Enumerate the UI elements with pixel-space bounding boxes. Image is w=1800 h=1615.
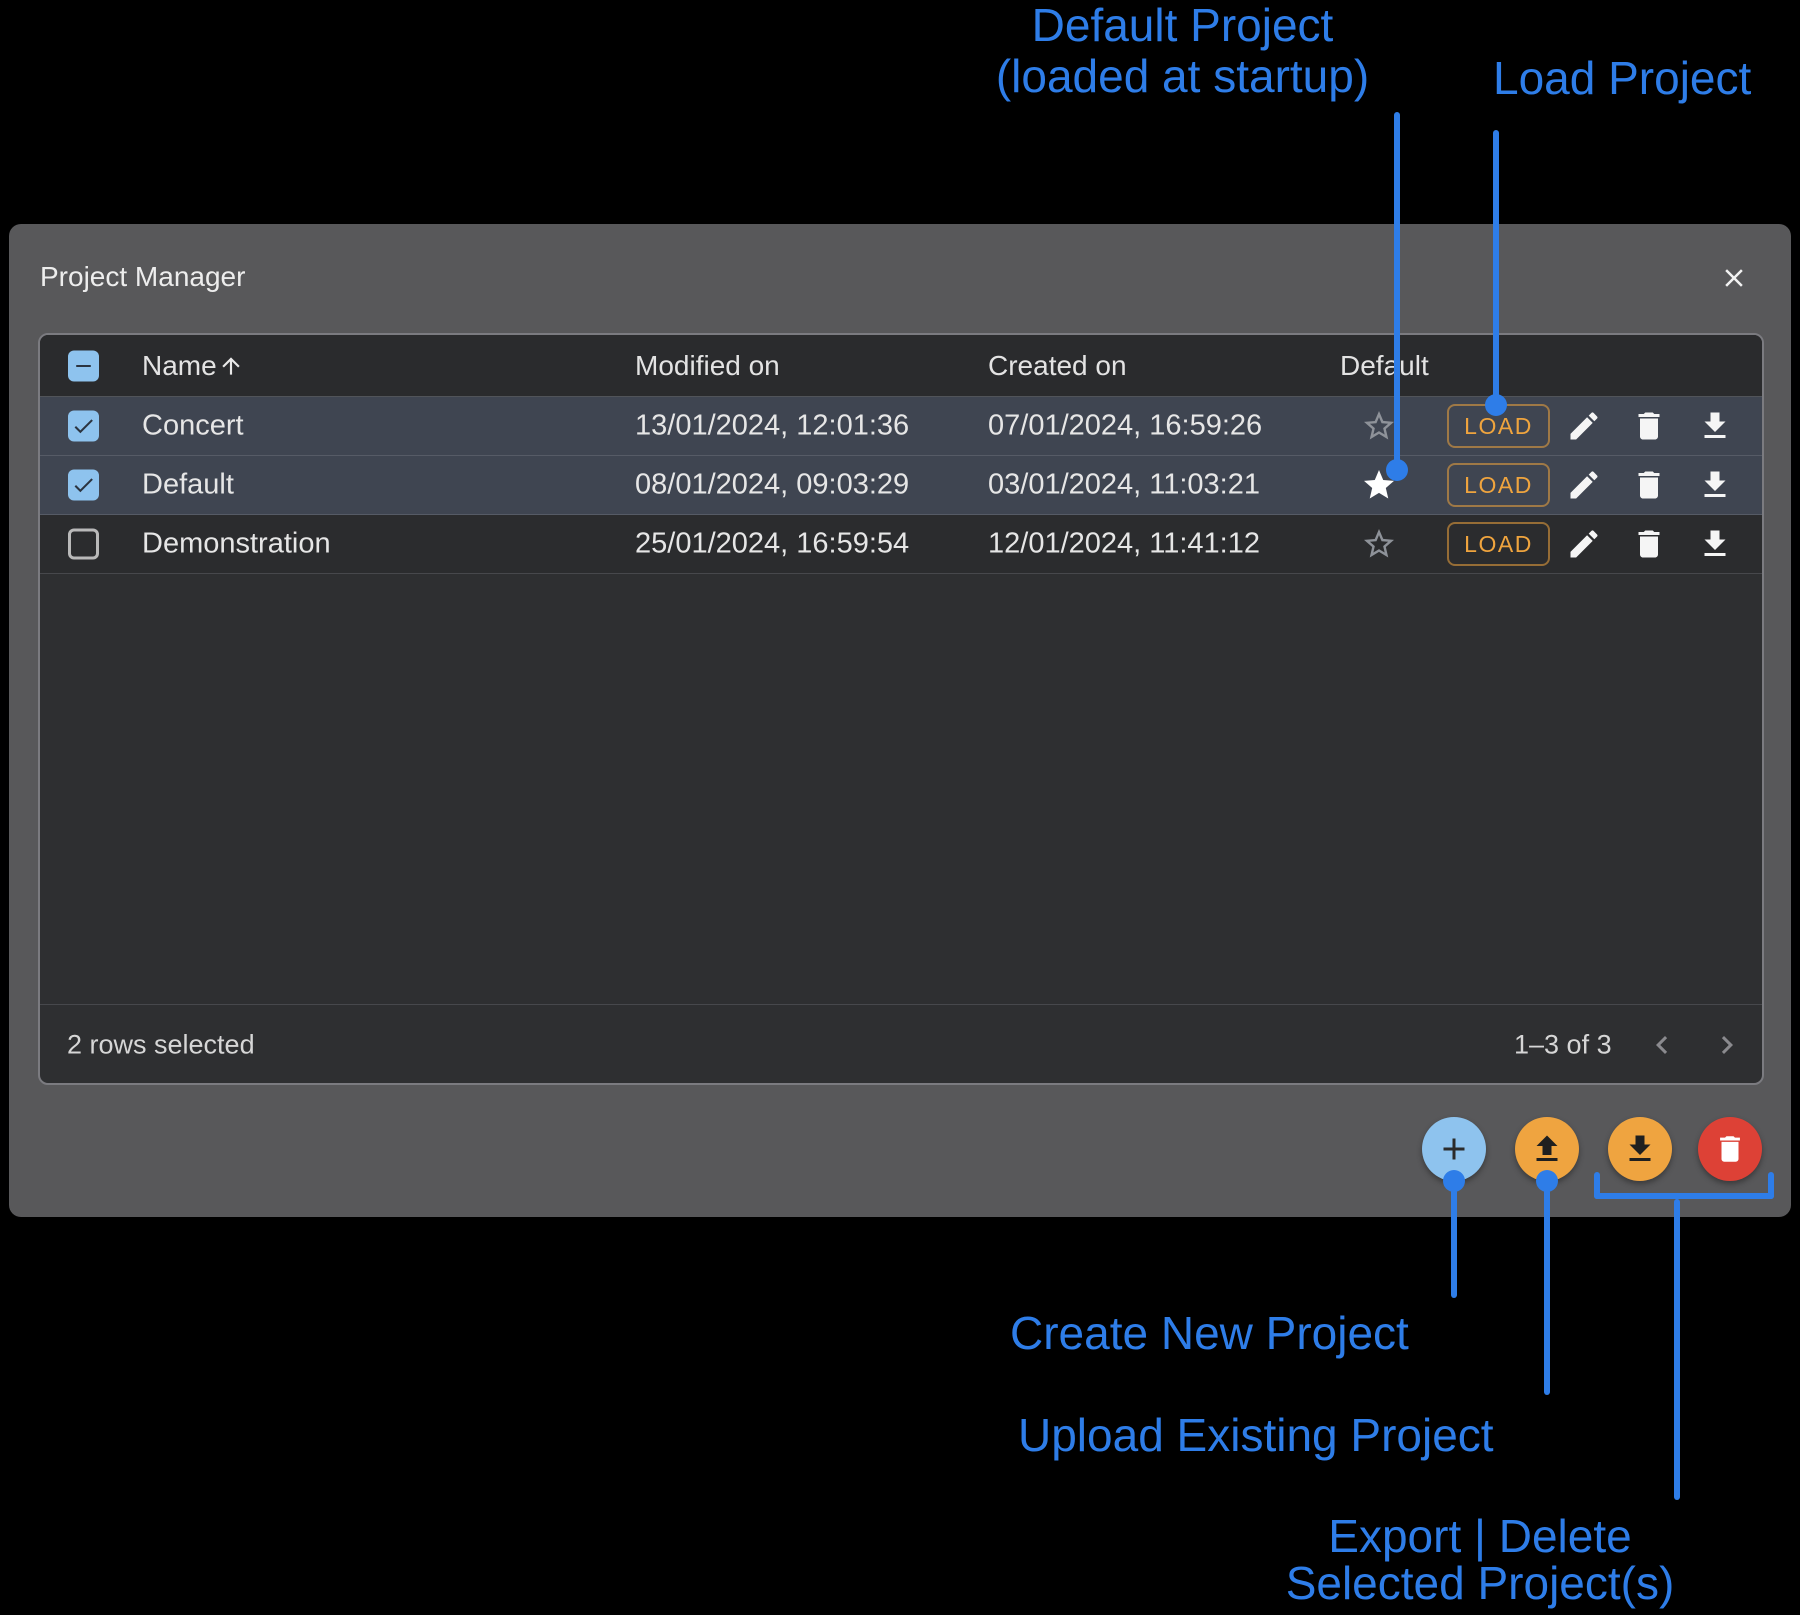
export-projects-button[interactable] [1608, 1117, 1672, 1181]
connector-default-project-dot [1386, 459, 1408, 481]
created-date: 07/01/2024, 16:59:26 [988, 409, 1263, 442]
trash-icon [1720, 1136, 1740, 1162]
created-date: 12/01/2024, 11:41:12 [988, 527, 1260, 560]
trash-icon[interactable] [1631, 526, 1667, 562]
close-button[interactable] [1712, 256, 1756, 300]
annotation-default-project-line2: (loaded at startup) [995, 50, 1370, 102]
chevron-left-icon[interactable] [1644, 1027, 1680, 1063]
connector-default-project-line [1394, 112, 1400, 464]
modified-date: 25/01/2024, 16:59:54 [635, 527, 910, 560]
connector-load-project-line [1493, 130, 1499, 400]
close-icon [1725, 269, 1743, 287]
annotation-export-delete-line2: Selected Project(s) [1285, 1557, 1675, 1609]
edit-pencil-icon[interactable] [1566, 408, 1602, 444]
bracket-left-stub [1594, 1172, 1600, 1199]
annotation-upload-existing-project: Upload Existing Project [1018, 1409, 1494, 1461]
created-date: 03/01/2024, 11:03:21 [988, 468, 1260, 501]
load-button[interactable]: LOAD [1447, 522, 1550, 566]
checkbox-checked-icon [74, 478, 93, 493]
annotation-export-delete-line1: Export | Delete [1328, 1510, 1632, 1562]
delete-projects-button[interactable] [1698, 1117, 1762, 1181]
download-icon [1629, 1135, 1651, 1161]
download-icon[interactable] [1697, 526, 1733, 562]
row-checkbox-checked[interactable] [68, 469, 99, 501]
table-row-concert[interactable]: Concert 13/01/2024, 12:01:36 07/01/2024,… [40, 397, 1762, 456]
bracket-bar [1594, 1193, 1774, 1199]
plus-icon [1443, 1138, 1465, 1160]
star-outline-icon[interactable] [1361, 408, 1397, 444]
footer-divider [40, 1004, 1762, 1005]
download-icon[interactable] [1697, 467, 1733, 503]
dialog-title: Project Manager [40, 261, 246, 292]
checkbox-checked-icon [74, 419, 93, 434]
star-outline-icon[interactable] [1361, 526, 1397, 562]
edit-pencil-icon[interactable] [1566, 526, 1602, 562]
load-button[interactable]: LOAD [1447, 463, 1550, 507]
annotation-create-new-project: Create New Project [1010, 1307, 1409, 1359]
connector-create-line [1451, 1181, 1457, 1298]
annotation-export-delete: Export | Delete Selected Project(s) [1240, 1513, 1720, 1607]
rows-selected-status: 2 rows selected [67, 1029, 255, 1060]
connector-upload-line [1544, 1181, 1550, 1395]
load-button[interactable]: LOAD [1447, 404, 1550, 448]
table-row-demonstration[interactable]: Demonstration 25/01/2024, 16:59:54 12/01… [40, 515, 1762, 574]
annotation-default-project-line1: Default Project [1031, 0, 1334, 51]
project-name: Default [142, 468, 234, 501]
column-header-created[interactable]: Created on [988, 349, 1127, 381]
project-name: Concert [142, 409, 244, 442]
trash-icon[interactable] [1631, 408, 1667, 444]
upload-icon [1536, 1135, 1558, 1161]
chevron-right-icon[interactable] [1709, 1027, 1745, 1063]
column-header-modified[interactable]: Modified on [635, 349, 780, 381]
trash-icon[interactable] [1631, 467, 1667, 503]
project-name: Demonstration [142, 527, 331, 560]
select-all-checkbox[interactable] [68, 350, 99, 382]
annotation-default-project: Default Project (loaded at startup) [920, 0, 1445, 102]
connector-load-project-dot [1485, 394, 1507, 416]
download-icon[interactable] [1697, 408, 1733, 444]
pagination-range: 1–3 of 3 [1514, 1029, 1612, 1060]
projects-table: Name Modified on Created on Default Conc… [38, 333, 1764, 1085]
modified-date: 13/01/2024, 12:01:36 [635, 409, 910, 442]
checkbox-indeterminate-icon [76, 364, 91, 368]
column-header-name[interactable]: Name [142, 349, 217, 381]
bracket-right-stub [1768, 1172, 1774, 1199]
star-filled-icon[interactable] [1361, 467, 1397, 503]
connector-create-dot [1443, 1170, 1465, 1192]
annotation-load-project: Load Project [1493, 52, 1752, 104]
edit-pencil-icon[interactable] [1566, 467, 1602, 503]
bracket-center-line [1674, 1199, 1680, 1500]
sort-arrow-up-icon[interactable] [218, 353, 244, 379]
column-header-default[interactable]: Default [1340, 349, 1429, 381]
connector-upload-dot [1536, 1170, 1558, 1192]
row-checkbox-checked[interactable] [68, 410, 99, 442]
row-checkbox-unchecked[interactable] [68, 528, 99, 560]
table-row-default[interactable]: Default 08/01/2024, 09:03:29 03/01/2024,… [40, 456, 1762, 515]
table-header-row: Name Modified on Created on Default [40, 335, 1762, 397]
modified-date: 08/01/2024, 09:03:29 [635, 468, 910, 501]
